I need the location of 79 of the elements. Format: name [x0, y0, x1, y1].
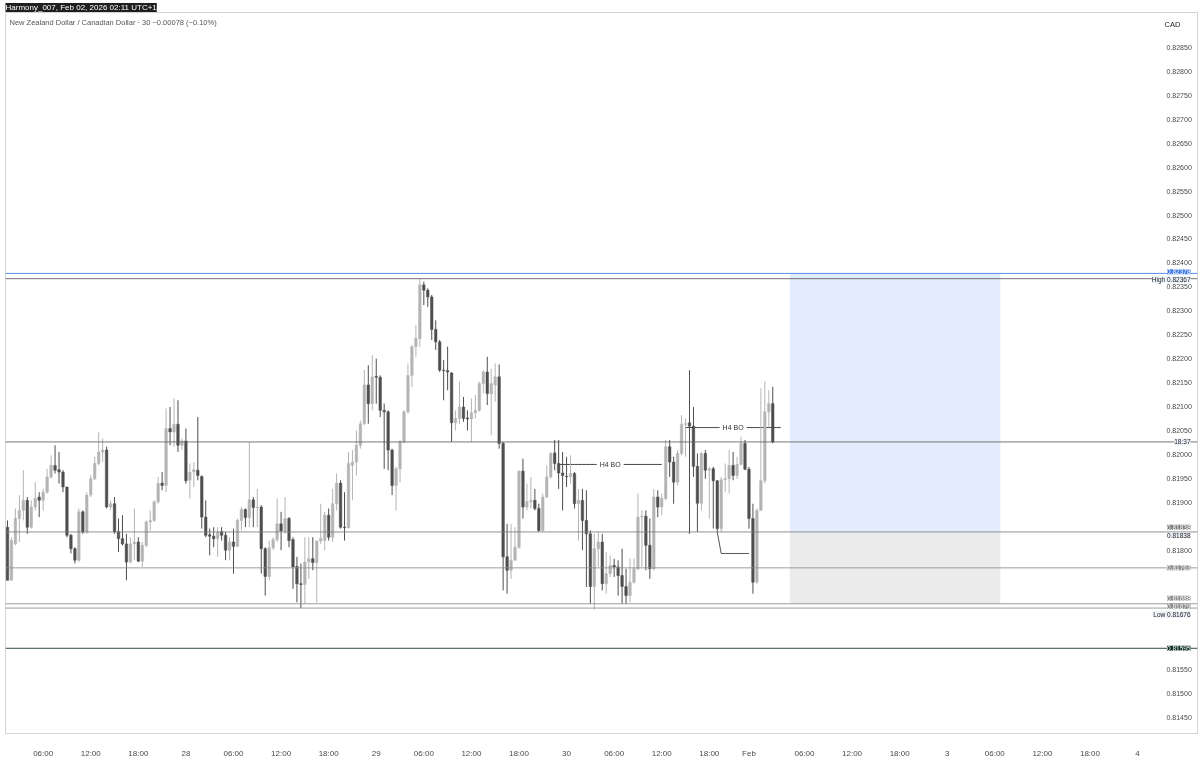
candlestick — [124, 533, 128, 581]
candlestick — [136, 536, 140, 563]
candlestick — [212, 526, 216, 548]
candlestick — [168, 406, 172, 446]
text: Harmony_007, Feb 02, 2026 02:11 UTC+1 — [5, 3, 158, 12]
x-tick-label: 3 — [945, 748, 950, 758]
candlestick — [537, 503, 541, 533]
candlestick — [640, 509, 644, 568]
candlestick — [17, 494, 21, 543]
x-tick-label: 29 — [371, 748, 382, 758]
candlestick — [176, 399, 180, 453]
candlestick — [604, 551, 608, 595]
x-tick-label: 18:00 — [1079, 748, 1101, 758]
candlestick — [620, 548, 624, 605]
candlestick — [101, 438, 105, 463]
candlestick — [366, 364, 370, 425]
candlestick — [529, 476, 533, 509]
candlestick — [580, 488, 584, 551]
candlestick — [711, 466, 715, 530]
candlestick — [132, 507, 136, 561]
x-tick-label: 30 — [562, 748, 572, 758]
candlestick — [731, 451, 735, 481]
candlestick — [327, 507, 331, 542]
candlestick — [422, 281, 426, 306]
x-tick-label: 12:00 — [651, 748, 673, 758]
candlestick — [628, 558, 632, 603]
candlestick — [247, 441, 251, 528]
x-tick-label: 12:00 — [842, 748, 863, 758]
x-tick-label: 12:00 — [271, 748, 292, 758]
candlestick — [216, 526, 220, 558]
candlestick — [303, 536, 307, 605]
candlestick — [128, 536, 132, 565]
candlestick — [707, 466, 711, 520]
candlestick — [224, 531, 228, 561]
candlestick — [37, 491, 41, 518]
candlestick — [283, 496, 287, 535]
candlestick — [255, 488, 259, 528]
candlestick — [489, 368, 493, 436]
candlestick — [243, 507, 247, 528]
x-tick-label: 06:00 — [604, 748, 625, 758]
x-tick-label: 18:00 — [889, 748, 911, 758]
candlestick — [29, 499, 33, 530]
x-tick-label: 18:00 — [508, 748, 530, 758]
candlestick — [576, 488, 580, 542]
x-tick-label: Feb — [742, 748, 757, 758]
candlestick — [251, 496, 255, 528]
candlestick — [457, 381, 462, 425]
candlestick — [279, 511, 283, 551]
candlestick — [465, 409, 469, 431]
candlestick — [656, 489, 660, 518]
candlestick — [81, 509, 85, 535]
candlestick — [311, 536, 315, 571]
candlestick — [469, 397, 473, 443]
x-tick-label: 4 — [1135, 748, 1141, 758]
candlestick — [509, 523, 513, 580]
candlestick — [485, 356, 489, 406]
candlestick — [727, 449, 731, 495]
candlestick — [684, 417, 688, 458]
x-tick-label: 28 — [181, 748, 191, 758]
candlestick — [454, 409, 458, 431]
x-tick-label: 06:00 — [33, 748, 54, 758]
x-tick-label: 06:00 — [984, 748, 1006, 758]
x-tick-label: 06:00 — [223, 748, 245, 758]
candlestick — [160, 471, 164, 491]
candlestick — [172, 397, 176, 448]
x-tick-label: 18:00 — [699, 748, 720, 758]
x-tick-label: 18:00 — [128, 748, 149, 758]
candlestick — [569, 454, 573, 485]
candlestick — [228, 536, 232, 561]
candlestick — [584, 489, 588, 588]
x-tick-label: 18:00 — [318, 748, 340, 758]
candlestick — [188, 462, 192, 499]
x-tick-label: 06:00 — [794, 748, 816, 758]
x-tick-label: 12:00 — [461, 748, 482, 758]
x-tick-label: 12:00 — [80, 748, 102, 758]
x-tick-label: 06:00 — [413, 748, 435, 758]
x-tick-label: 12:00 — [1032, 748, 1053, 758]
candlestick — [703, 449, 707, 480]
candlestick — [461, 396, 465, 423]
